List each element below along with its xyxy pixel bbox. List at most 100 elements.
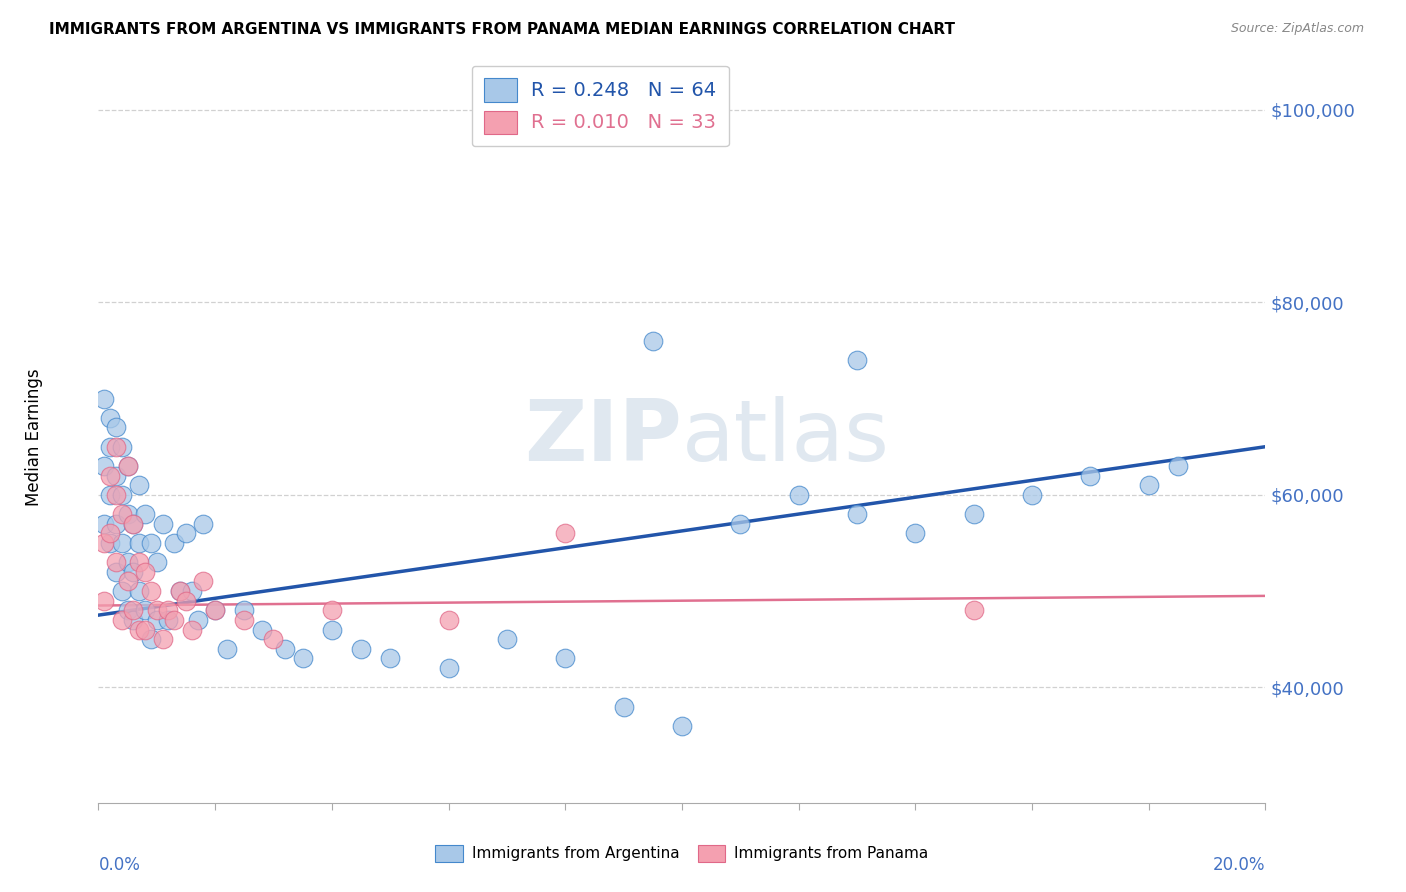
Point xyxy=(193,516,215,531)
Point xyxy=(146,555,169,569)
Point xyxy=(122,565,145,579)
Point xyxy=(117,507,139,521)
Point xyxy=(93,536,115,550)
Point xyxy=(671,719,693,733)
Point xyxy=(117,555,139,569)
Point xyxy=(111,584,134,599)
Point xyxy=(641,334,664,348)
Point xyxy=(98,410,121,425)
Point xyxy=(204,603,226,617)
Point xyxy=(215,641,238,656)
Point xyxy=(128,623,150,637)
Point xyxy=(1167,458,1189,473)
Point xyxy=(169,584,191,599)
Point xyxy=(104,565,127,579)
Point xyxy=(117,574,139,589)
Point xyxy=(350,641,373,656)
Point xyxy=(321,623,343,637)
Point xyxy=(111,507,134,521)
Point xyxy=(262,632,284,647)
Point xyxy=(187,613,209,627)
Text: IMMIGRANTS FROM ARGENTINA VS IMMIGRANTS FROM PANAMA MEDIAN EARNINGS CORRELATION : IMMIGRANTS FROM ARGENTINA VS IMMIGRANTS … xyxy=(49,22,955,37)
Point xyxy=(128,584,150,599)
Point xyxy=(139,584,162,599)
Point xyxy=(157,613,180,627)
Text: atlas: atlas xyxy=(682,395,890,479)
Point xyxy=(380,651,402,665)
Point xyxy=(117,458,139,473)
Point xyxy=(111,536,134,550)
Point xyxy=(128,536,150,550)
Point xyxy=(163,613,186,627)
Point xyxy=(104,440,127,454)
Point xyxy=(93,516,115,531)
Point xyxy=(554,526,576,541)
Point xyxy=(104,468,127,483)
Point xyxy=(98,440,121,454)
Point xyxy=(612,699,634,714)
Point xyxy=(1080,468,1102,483)
Point xyxy=(496,632,519,647)
Point xyxy=(146,613,169,627)
Point xyxy=(174,593,197,607)
Point xyxy=(128,478,150,492)
Point xyxy=(291,651,314,665)
Text: Source: ZipAtlas.com: Source: ZipAtlas.com xyxy=(1230,22,1364,36)
Text: ZIP: ZIP xyxy=(524,395,682,479)
Point xyxy=(250,623,273,637)
Point xyxy=(111,613,134,627)
Point xyxy=(104,516,127,531)
Point xyxy=(437,661,460,675)
Text: 20.0%: 20.0% xyxy=(1213,855,1265,874)
Point xyxy=(846,507,869,521)
Point xyxy=(104,555,127,569)
Point xyxy=(104,488,127,502)
Legend: Immigrants from Argentina, Immigrants from Panama: Immigrants from Argentina, Immigrants fr… xyxy=(429,838,935,868)
Point xyxy=(846,353,869,368)
Point xyxy=(233,613,256,627)
Point xyxy=(180,623,202,637)
Point xyxy=(139,536,162,550)
Point xyxy=(117,603,139,617)
Point xyxy=(904,526,927,541)
Y-axis label: Median Earnings: Median Earnings xyxy=(25,368,42,506)
Point xyxy=(122,516,145,531)
Point xyxy=(134,623,156,637)
Point xyxy=(180,584,202,599)
Point xyxy=(104,420,127,434)
Point xyxy=(730,516,752,531)
Point xyxy=(134,565,156,579)
Point xyxy=(274,641,297,656)
Point xyxy=(139,632,162,647)
Point xyxy=(321,603,343,617)
Point xyxy=(152,632,174,647)
Point xyxy=(134,507,156,521)
Point xyxy=(163,536,186,550)
Point xyxy=(962,603,984,617)
Point xyxy=(93,593,115,607)
Text: 0.0%: 0.0% xyxy=(98,855,141,874)
Point xyxy=(98,488,121,502)
Point xyxy=(122,603,145,617)
Point xyxy=(93,458,115,473)
Point xyxy=(111,488,134,502)
Point xyxy=(204,603,226,617)
Point xyxy=(169,584,191,599)
Point xyxy=(233,603,256,617)
Point xyxy=(157,603,180,617)
Point xyxy=(437,613,460,627)
Point xyxy=(1137,478,1160,492)
Point xyxy=(98,468,121,483)
Point xyxy=(111,440,134,454)
Point xyxy=(152,516,174,531)
Point xyxy=(93,392,115,406)
Point xyxy=(787,488,810,502)
Point xyxy=(174,526,197,541)
Point xyxy=(98,526,121,541)
Point xyxy=(98,536,121,550)
Point xyxy=(122,613,145,627)
Point xyxy=(134,603,156,617)
Point xyxy=(1021,488,1043,502)
Point xyxy=(962,507,984,521)
Point xyxy=(193,574,215,589)
